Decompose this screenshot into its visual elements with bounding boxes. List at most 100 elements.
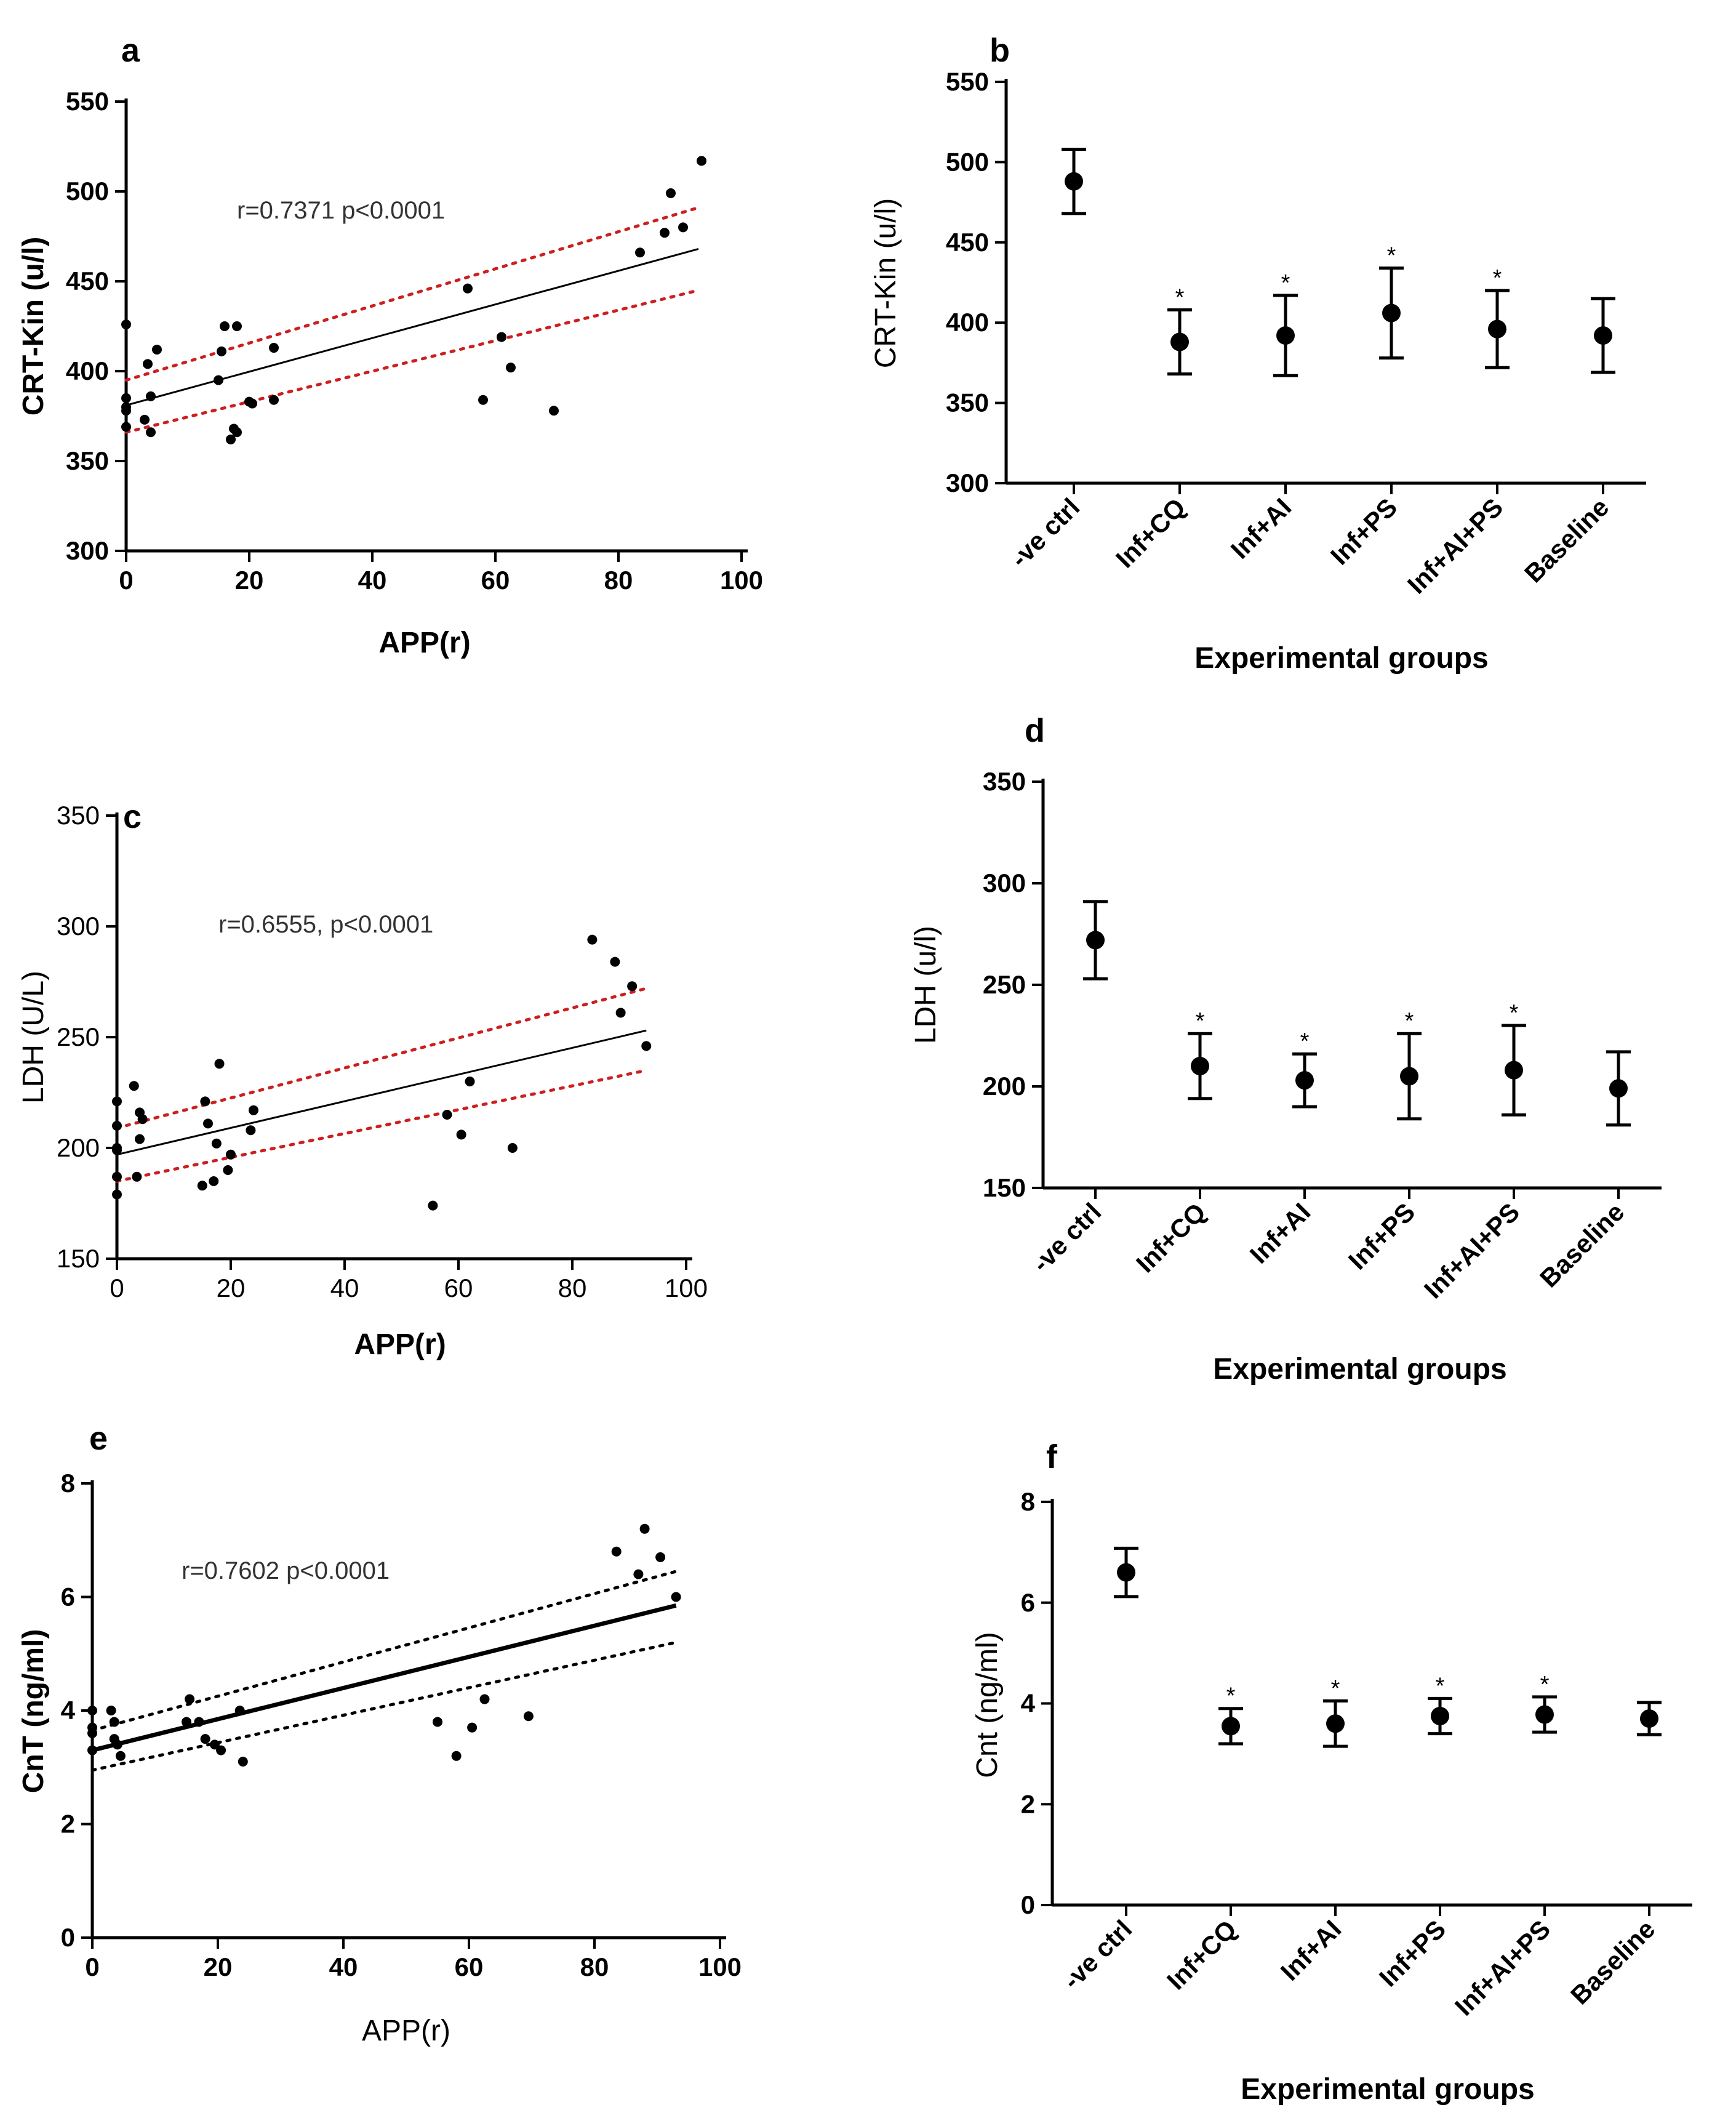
data-point bbox=[238, 1757, 248, 1767]
x-tick-label: 20 bbox=[217, 1274, 246, 1302]
mean-point bbox=[1065, 172, 1083, 191]
data-point bbox=[152, 344, 162, 355]
x-tick-label: Inf+AI bbox=[1225, 492, 1297, 564]
x-axis-title: Experimental groups bbox=[1213, 1353, 1506, 1386]
data-point bbox=[216, 1745, 226, 1755]
confidence-band-lower bbox=[90, 1640, 678, 1772]
x-tick-label: 60 bbox=[444, 1274, 473, 1302]
y-tick-label: 2 bbox=[1021, 1789, 1035, 1818]
mean-point bbox=[1276, 326, 1295, 345]
x-tick-label: 60 bbox=[481, 566, 510, 595]
x-tick-label: Baseline bbox=[1534, 1197, 1630, 1293]
data-point bbox=[611, 1546, 622, 1557]
mean-point bbox=[1594, 326, 1612, 345]
x-tick-label: 0 bbox=[85, 1952, 99, 1981]
x-tick-label: -ve ctrl bbox=[1005, 492, 1086, 573]
x-tick-label: Inf+AI bbox=[1275, 1914, 1347, 1986]
mean-point bbox=[1535, 1705, 1554, 1724]
y-axis-title: LDH (U/L) bbox=[17, 971, 50, 1104]
x-tick-label: Inf+CQ bbox=[1161, 1914, 1242, 1995]
panel-f-errorbar: f 0 2 4 6 8 Experimental groups Cnt (ng/ml) -ve … bbox=[971, 1438, 1692, 2106]
data-point bbox=[232, 321, 242, 331]
y-tick-label: 4 bbox=[61, 1696, 76, 1725]
significance-marker: * bbox=[1436, 1673, 1445, 1699]
panel-b-errorbar: b 300 350 400 450 500 550 Experimental groups CR… bbox=[870, 32, 1646, 675]
data-point bbox=[697, 156, 706, 166]
data-point bbox=[137, 1114, 148, 1125]
data-point bbox=[433, 1717, 442, 1727]
data-point bbox=[610, 957, 620, 967]
y-tick-label: 300 bbox=[66, 536, 109, 565]
x-axis-title: Experimental groups bbox=[1194, 642, 1488, 675]
data-point bbox=[249, 1105, 258, 1115]
data-point bbox=[121, 393, 131, 403]
x-tick-label: Inf+PS bbox=[1325, 492, 1402, 570]
y-tick-label: 0 bbox=[1021, 1890, 1035, 1919]
significance-marker: * bbox=[1405, 1008, 1414, 1034]
panel-letter: e bbox=[89, 1420, 108, 1457]
significance-marker: * bbox=[1387, 243, 1396, 269]
data-point bbox=[641, 1041, 652, 1051]
regression-line bbox=[92, 1603, 677, 1752]
data-point bbox=[115, 1751, 126, 1761]
data-point bbox=[666, 188, 676, 198]
x-tick-label: 0 bbox=[119, 566, 133, 595]
panel-letter: c bbox=[123, 798, 142, 835]
significance-marker: * bbox=[1281, 270, 1290, 296]
significance-marker: * bbox=[1175, 284, 1185, 310]
x-tick-label: Baseline bbox=[1519, 492, 1614, 588]
x-tick-label: 20 bbox=[204, 1952, 233, 1981]
mean-point bbox=[1640, 1709, 1658, 1728]
x-tick-label: -ve ctrl bbox=[1057, 1914, 1138, 1995]
data-point bbox=[143, 359, 153, 369]
x-tick-label: 100 bbox=[665, 1274, 708, 1302]
y-tick-label: 350 bbox=[983, 767, 1026, 796]
y-tick-label: 550 bbox=[66, 87, 109, 116]
confidence-band-upper bbox=[124, 206, 700, 382]
x-tick-label: Inf+CQ bbox=[1110, 492, 1191, 573]
data-point bbox=[655, 1552, 666, 1562]
y-tick-label: 200 bbox=[983, 1072, 1026, 1101]
x-tick-label: Inf+AI+PS bbox=[1402, 492, 1509, 600]
x-tick-label: Inf+AI bbox=[1244, 1197, 1316, 1269]
data-point bbox=[478, 395, 488, 405]
data-point bbox=[140, 414, 150, 425]
data-point bbox=[129, 1081, 139, 1091]
data-point bbox=[497, 332, 506, 342]
data-point bbox=[463, 283, 473, 294]
data-point bbox=[633, 1569, 644, 1579]
mean-point bbox=[1222, 1717, 1240, 1736]
mean-point bbox=[1431, 1706, 1449, 1725]
y-axis-title: Cnt (ng/ml) bbox=[971, 1632, 1004, 1778]
data-point bbox=[660, 228, 670, 238]
y-tick-label: 450 bbox=[946, 228, 989, 257]
y-tick-label: 400 bbox=[946, 308, 989, 337]
y-tick-label: 350 bbox=[946, 388, 989, 417]
x-tick-label: 100 bbox=[720, 566, 763, 595]
data-point bbox=[247, 398, 257, 409]
data-point bbox=[200, 1096, 210, 1107]
mean-point bbox=[1117, 1563, 1135, 1582]
x-axis-title: APP(r) bbox=[354, 1328, 446, 1361]
panel-d-errorbar: d 150 200 250 300 350 Experimental groups LDH (… bbox=[910, 712, 1662, 1386]
data-point bbox=[200, 1734, 210, 1744]
data-point bbox=[197, 1181, 207, 1191]
data-point bbox=[223, 1165, 233, 1175]
data-point bbox=[112, 1739, 122, 1750]
data-point bbox=[523, 1711, 534, 1722]
data-point bbox=[146, 427, 156, 438]
data-point bbox=[87, 1745, 97, 1755]
y-axis-title: CRT-Kin (u/l) bbox=[870, 198, 902, 369]
data-point bbox=[203, 1118, 213, 1129]
y-tick-label: 8 bbox=[61, 1469, 75, 1498]
significance-marker: * bbox=[1300, 1029, 1310, 1054]
data-point bbox=[451, 1751, 462, 1761]
data-point bbox=[456, 1129, 466, 1140]
data-point bbox=[112, 1145, 122, 1155]
y-axis-title: CnT (ng/ml) bbox=[17, 1629, 50, 1794]
significance-marker: * bbox=[1540, 1672, 1550, 1698]
data-point bbox=[587, 934, 598, 945]
data-point bbox=[211, 1138, 222, 1149]
data-point bbox=[194, 1717, 204, 1727]
